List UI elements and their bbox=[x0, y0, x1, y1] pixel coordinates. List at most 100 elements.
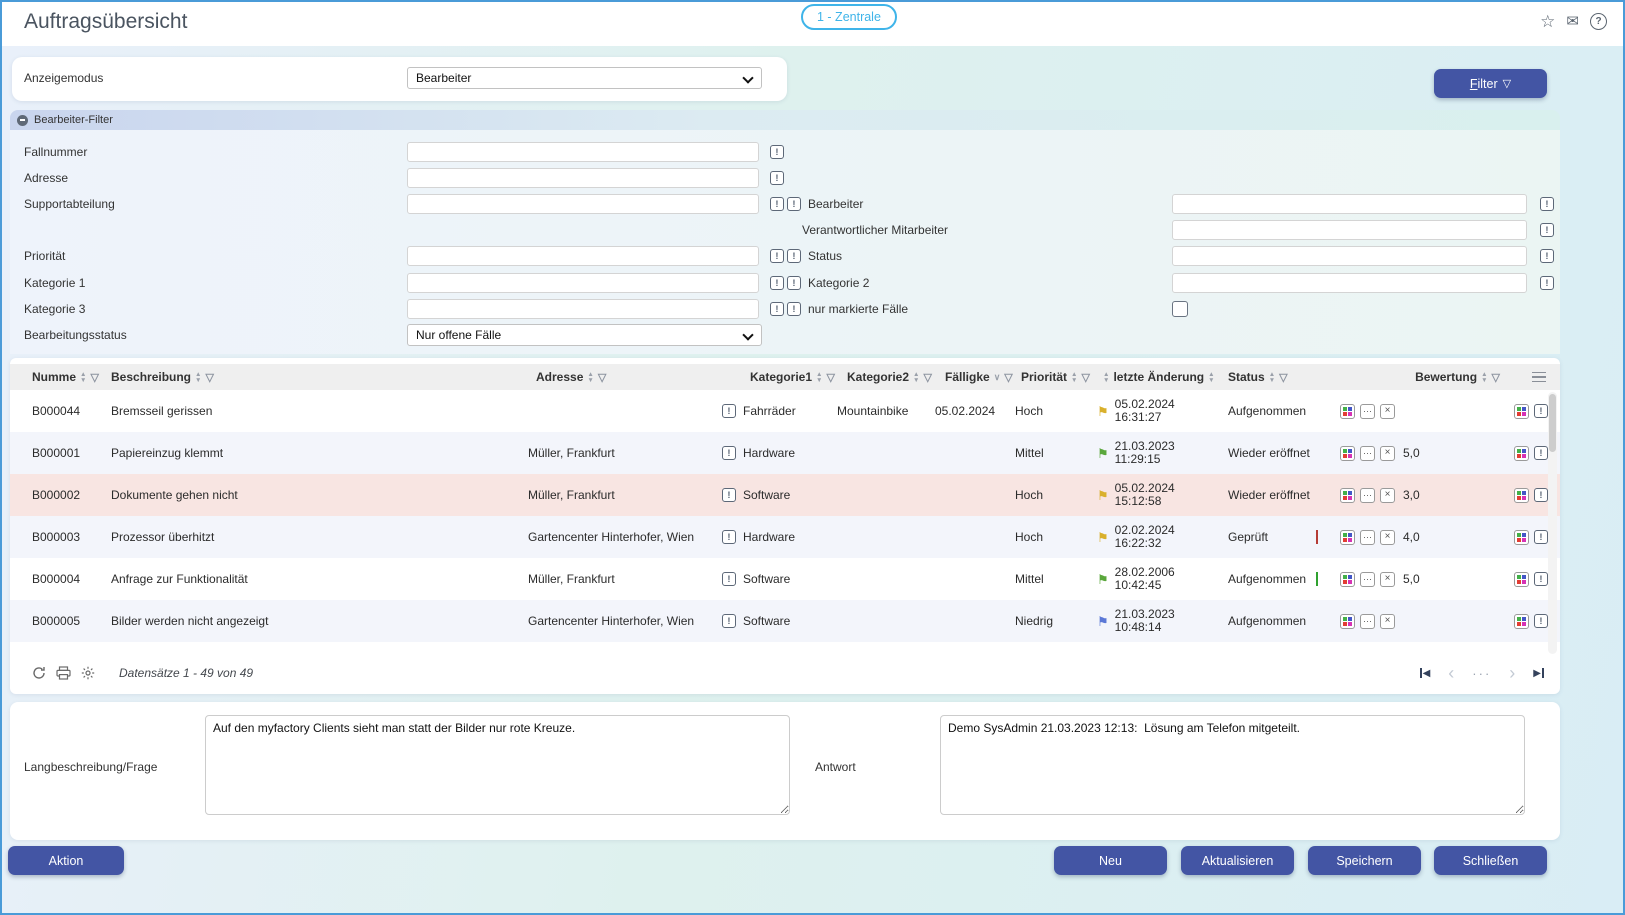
bearbeiter-input[interactable] bbox=[1172, 194, 1527, 214]
prev-page-button[interactable]: ‹ bbox=[1448, 663, 1455, 683]
info-icon[interactable]: ! bbox=[1540, 276, 1554, 290]
pages-ellipsis[interactable]: ··· bbox=[1472, 665, 1492, 681]
neu-button[interactable]: Neu bbox=[1054, 846, 1167, 875]
speichern-button[interactable]: Speichern bbox=[1308, 846, 1421, 875]
filter-button[interactable]: Filter ▽ bbox=[1434, 69, 1547, 98]
kategorie3-input[interactable] bbox=[407, 299, 759, 319]
more-options-icon[interactable]: ··· bbox=[1360, 445, 1375, 461]
info-icon[interactable]: ! bbox=[770, 276, 784, 290]
info-center-icon[interactable] bbox=[1514, 655, 1529, 656]
info-center-icon[interactable] bbox=[1340, 655, 1355, 656]
sort-icon[interactable]: ▲ ▼ bbox=[1481, 370, 1488, 384]
table-row[interactable]: B000001 Papiereinzug klemmt Müller, Fran… bbox=[10, 432, 1560, 474]
col-adresse[interactable]: Adresse ▲ ▼ ▽ bbox=[536, 370, 607, 384]
last-page-button[interactable]: ▶ bbox=[1533, 668, 1544, 679]
favorite-star-icon[interactable]: ☆ bbox=[1540, 12, 1556, 31]
table-row[interactable]: B000005 Bilder werden nicht angezeigt Ga… bbox=[10, 600, 1560, 642]
col-status[interactable]: Status ▲ ▼ ▽ bbox=[1228, 370, 1288, 384]
table-row[interactable]: ! ⚑ 02.11.2015 ··· × ! bbox=[10, 642, 1560, 656]
col-kategorie2[interactable]: Kategorie2 ▲ ▼ ▽ bbox=[847, 370, 932, 384]
sort-icon[interactable]: ▲ ▼ bbox=[816, 370, 823, 384]
info-center-icon[interactable] bbox=[1340, 529, 1355, 545]
info-icon[interactable]: ! bbox=[1534, 404, 1548, 418]
sort-icon[interactable]: ▲ ▼ bbox=[80, 370, 87, 384]
col-faelligkeit[interactable]: Fälligke ∨ ▽ bbox=[945, 370, 1013, 384]
filter-funnel-icon[interactable]: ▽ bbox=[1491, 371, 1500, 384]
more-options-icon[interactable]: ··· bbox=[1360, 487, 1375, 503]
info-icon[interactable]: ! bbox=[787, 249, 801, 263]
filter-funnel-icon[interactable]: ▽ bbox=[1004, 371, 1013, 384]
filter-funnel-icon[interactable]: ▽ bbox=[205, 371, 214, 384]
info-center-icon[interactable] bbox=[1514, 403, 1529, 419]
close-case-icon[interactable]: × bbox=[1380, 571, 1395, 587]
filter-section-header[interactable]: Bearbeiter-Filter bbox=[10, 110, 1560, 130]
close-case-icon[interactable]: × bbox=[1380, 403, 1395, 419]
col-kategorie1[interactable]: Kategorie1 ▲ ▼ ▽ bbox=[750, 370, 835, 384]
info-center-icon[interactable] bbox=[1514, 613, 1529, 629]
schliessen-button[interactable]: Schließen bbox=[1434, 846, 1547, 875]
table-row[interactable]: B000003 Prozessor überhitzt Gartencenter… bbox=[10, 516, 1560, 558]
kategorie2-input[interactable] bbox=[1172, 273, 1527, 293]
bearbeitungsstatus-select[interactable]: Nur offene Fälle bbox=[407, 324, 762, 346]
refresh-icon[interactable] bbox=[32, 666, 46, 680]
info-icon[interactable]: ! bbox=[787, 197, 801, 211]
sort-icon[interactable]: ▲ ▼ bbox=[1071, 370, 1078, 384]
filter-funnel-icon[interactable]: ▽ bbox=[826, 371, 835, 384]
info-icon[interactable]: ! bbox=[787, 302, 801, 316]
more-options-icon[interactable]: ··· bbox=[1360, 403, 1375, 419]
more-options-icon[interactable]: ··· bbox=[1360, 529, 1375, 545]
info-icon[interactable]: ! bbox=[1534, 488, 1548, 502]
close-case-icon[interactable]: × bbox=[1380, 445, 1395, 461]
more-options-icon[interactable]: ··· bbox=[1360, 613, 1375, 629]
info-icon[interactable]: ! bbox=[770, 197, 784, 211]
info-icon[interactable]: ! bbox=[1534, 572, 1548, 586]
info-icon[interactable]: ! bbox=[770, 249, 784, 263]
frage-textarea[interactable]: Auf den myfactory Clients sieht man stat… bbox=[205, 715, 790, 815]
first-page-button[interactable]: ◀ bbox=[1419, 668, 1430, 679]
info-icon[interactable]: ! bbox=[770, 171, 784, 185]
status-input[interactable] bbox=[1172, 246, 1527, 266]
sort-icon[interactable]: ▲ ▼ bbox=[195, 370, 202, 384]
info-icon[interactable]: ! bbox=[1540, 197, 1554, 211]
chevron-down-icon[interactable]: ∨ bbox=[993, 371, 1001, 382]
close-case-icon[interactable]: × bbox=[1380, 487, 1395, 503]
sort-icon[interactable]: ▲ ▼ bbox=[913, 370, 920, 384]
anzeigemodus-select[interactable]: Bearbeiter bbox=[407, 67, 762, 89]
supportabteilung-input[interactable] bbox=[407, 194, 759, 214]
table-row[interactable]: B000002 Dokumente gehen nicht Müller, Fr… bbox=[10, 474, 1560, 516]
info-center-icon[interactable] bbox=[1340, 571, 1355, 587]
next-page-button[interactable]: › bbox=[1509, 663, 1516, 683]
info-center-icon[interactable] bbox=[1514, 445, 1529, 461]
fallnummer-input[interactable] bbox=[407, 142, 759, 162]
help-icon[interactable]: ? bbox=[1590, 13, 1607, 30]
info-icon[interactable]: ! bbox=[770, 145, 784, 159]
info-icon[interactable]: ! bbox=[1534, 446, 1548, 460]
sort-icon[interactable]: ▲ ▼ bbox=[1103, 370, 1110, 384]
filter-funnel-icon[interactable]: ▽ bbox=[923, 371, 932, 384]
info-icon[interactable]: ! bbox=[1534, 614, 1548, 628]
col-letzte-aenderung[interactable]: ▲ ▼ letzte Änderung ▲ ▼ bbox=[1103, 370, 1215, 384]
close-case-icon[interactable]: × bbox=[1380, 529, 1395, 545]
info-icon[interactable]: ! bbox=[722, 446, 736, 460]
col-prioritaet[interactable]: Priorität ▲ ▼ ▽ bbox=[1021, 370, 1090, 384]
print-icon[interactable] bbox=[56, 666, 71, 680]
kategorie1-input[interactable] bbox=[407, 273, 759, 293]
col-nummer[interactable]: Numme ▲ ▼ ▽ bbox=[32, 370, 99, 384]
info-center-icon[interactable] bbox=[1514, 487, 1529, 503]
filter-funnel-icon[interactable]: ▽ bbox=[90, 371, 99, 384]
info-icon[interactable]: ! bbox=[722, 572, 736, 586]
antwort-textarea[interactable]: Demo SysAdmin 21.03.2023 12:13: Lösung a… bbox=[940, 715, 1525, 815]
info-center-icon[interactable] bbox=[1340, 403, 1355, 419]
info-center-icon[interactable] bbox=[1340, 487, 1355, 503]
col-beschreibung[interactable]: Beschreibung ▲ ▼ ▽ bbox=[111, 370, 214, 384]
nur-markierte-checkbox[interactable] bbox=[1172, 301, 1188, 317]
scrollbar-thumb[interactable] bbox=[1549, 394, 1556, 452]
info-icon[interactable]: ! bbox=[1534, 530, 1548, 544]
info-icon[interactable]: ! bbox=[722, 614, 736, 628]
more-options-icon[interactable]: ··· bbox=[1360, 571, 1375, 587]
close-case-icon[interactable]: × bbox=[1380, 655, 1395, 656]
info-icon[interactable]: ! bbox=[722, 404, 736, 418]
collapse-icon[interactable] bbox=[17, 114, 28, 126]
info-icon[interactable]: ! bbox=[770, 302, 784, 316]
filter-funnel-icon[interactable]: ▽ bbox=[597, 371, 607, 384]
